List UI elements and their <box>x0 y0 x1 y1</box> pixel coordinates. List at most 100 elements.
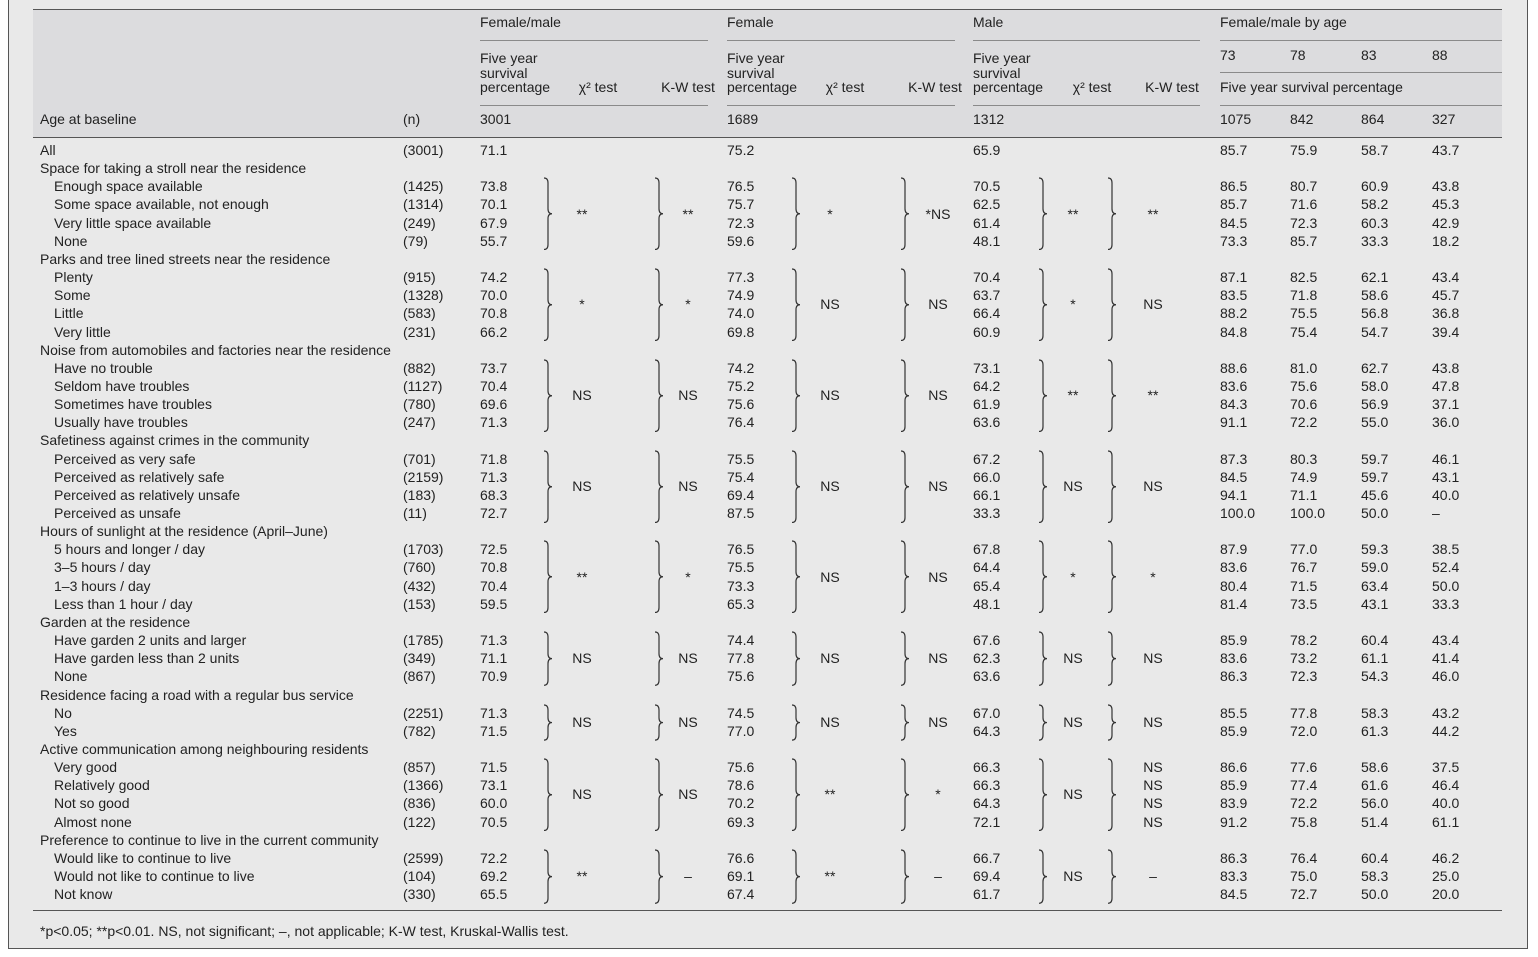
age-survival: 40.0 <box>1432 795 1460 812</box>
section-title: Preference to continue to live in the cu… <box>40 831 379 848</box>
divider <box>1220 40 1502 41</box>
age-survival: 47.8 <box>1432 377 1460 394</box>
m-kw-result: NS <box>1143 713 1163 730</box>
fm-kw-result: ** <box>682 205 694 222</box>
fm-kw-result: NS <box>678 786 698 803</box>
age-survival: 71.5 <box>1290 577 1318 594</box>
age-survival: 58.3 <box>1361 704 1389 721</box>
age-survival: 42.9 <box>1432 214 1460 231</box>
curly-brace-icon <box>791 268 801 342</box>
curly-brace-icon <box>654 849 664 904</box>
age-survival: 50.0 <box>1361 886 1389 903</box>
total-female-male: 3001 <box>480 111 512 127</box>
age-survival: 43.8 <box>1432 359 1460 376</box>
female-male-survival: 72.2 <box>480 849 508 866</box>
survival-percentage-heading: survival <box>973 64 1021 81</box>
male-survival: 66.0 <box>973 468 1001 485</box>
section-title: Safetiness against crimes in the communi… <box>40 432 310 449</box>
age-survival: 59.0 <box>1361 559 1389 576</box>
row-label: Enough space available <box>54 178 203 195</box>
m-kw-result: – <box>1149 868 1157 884</box>
fm-kw-result: NS <box>678 650 698 667</box>
female-survival: 67.4 <box>727 886 755 903</box>
male-survival: 66.3 <box>973 759 1001 776</box>
row-label: 1–3 hours / day <box>54 577 151 594</box>
age-survival: 84.8 <box>1220 323 1248 340</box>
age-survival: 43.8 <box>1432 178 1460 195</box>
fm-kw-result: NS <box>678 713 698 730</box>
age-survival: 44.2 <box>1432 722 1460 739</box>
age-survival: 76.7 <box>1290 559 1318 576</box>
f-kw-result: NS <box>928 713 948 730</box>
curly-brace-icon <box>791 540 801 614</box>
row-n: (1314) <box>403 196 444 213</box>
m-chi-result: * <box>1070 296 1076 313</box>
female-male-survival: 74.2 <box>480 269 508 286</box>
age-survival: – <box>1432 505 1440 521</box>
row-n: (349) <box>403 650 436 667</box>
row-n: (1425) <box>403 178 444 195</box>
female-male-survival: 70.0 <box>480 287 508 304</box>
male-survival: 63.6 <box>973 668 1001 685</box>
row-label: Relatively good <box>54 777 150 794</box>
group-male-heading: Male <box>973 14 1004 30</box>
fm-kw-result: * <box>685 568 691 585</box>
age-survival: 45.7 <box>1432 287 1460 304</box>
female-survival: 75.7 <box>727 196 755 213</box>
row-n: (836) <box>403 795 436 812</box>
age-survival: 20.0 <box>1432 886 1460 903</box>
age-survival: 58.2 <box>1361 196 1389 213</box>
divider <box>480 105 708 106</box>
curly-brace-icon <box>1107 268 1117 342</box>
female-male-survival: 71.5 <box>480 759 508 776</box>
male-survival: 61.9 <box>973 396 1001 413</box>
table-frame <box>8 0 1528 949</box>
curly-brace-icon <box>543 704 553 741</box>
m-kw-result: ** <box>1147 387 1159 404</box>
age-survival: 72.2 <box>1290 795 1318 812</box>
male-survival: 60.9 <box>973 323 1001 340</box>
age-heading: 88 <box>1432 47 1448 63</box>
age-survival: 46.2 <box>1432 849 1460 866</box>
section-title: Residence facing a road with a regular b… <box>40 686 354 703</box>
fm-kw-result: – <box>684 868 692 884</box>
age-survival: 85.5 <box>1220 704 1248 721</box>
curly-brace-icon <box>1107 177 1117 251</box>
curly-brace-icon <box>791 449 801 523</box>
curly-brace-icon <box>543 177 553 251</box>
age-survival: 73.3 <box>1220 232 1248 249</box>
row-n: (432) <box>403 577 436 594</box>
female-male-survival: 69.2 <box>480 868 508 884</box>
age-survival: 71.1 <box>1290 486 1318 503</box>
curly-brace-icon <box>1107 758 1117 832</box>
female-survival: 65.3 <box>727 595 755 612</box>
m-chi-result: NS <box>1063 713 1083 730</box>
male-survival: 70.4 <box>973 269 1001 286</box>
curly-brace-icon <box>654 268 664 342</box>
row-label: Very little <box>54 323 111 340</box>
male-survival: 67.2 <box>973 450 1001 467</box>
divider <box>480 40 708 41</box>
age-survival: 62.1 <box>1361 269 1389 286</box>
age-survival: 87.3 <box>1220 450 1248 467</box>
curly-brace-icon <box>1038 849 1048 904</box>
section-title: Noise from automobiles and factories nea… <box>40 341 391 358</box>
age-survival: 85.9 <box>1220 632 1248 649</box>
age-survival: 77.4 <box>1290 777 1318 794</box>
male-survival: 62.3 <box>973 650 1001 667</box>
divider <box>1220 72 1502 73</box>
row-label: Very good <box>54 759 118 776</box>
row-n: (249) <box>403 214 436 231</box>
age-survival: 37.5 <box>1432 759 1460 776</box>
row-n: (583) <box>403 305 436 322</box>
female-male-survival: 71.3 <box>480 414 508 431</box>
female-survival: 75.5 <box>727 450 755 467</box>
male-survival: 64.2 <box>973 377 1001 394</box>
age-survival: 58.3 <box>1361 868 1389 884</box>
female-male-survival: 67.9 <box>480 214 508 231</box>
age-survival: 88.6 <box>1220 359 1248 376</box>
m-kw-result: NS <box>1143 795 1163 812</box>
age-survival: 55.0 <box>1361 414 1389 431</box>
row-n: (3001) <box>403 142 444 158</box>
row-n: (1703) <box>403 541 444 558</box>
